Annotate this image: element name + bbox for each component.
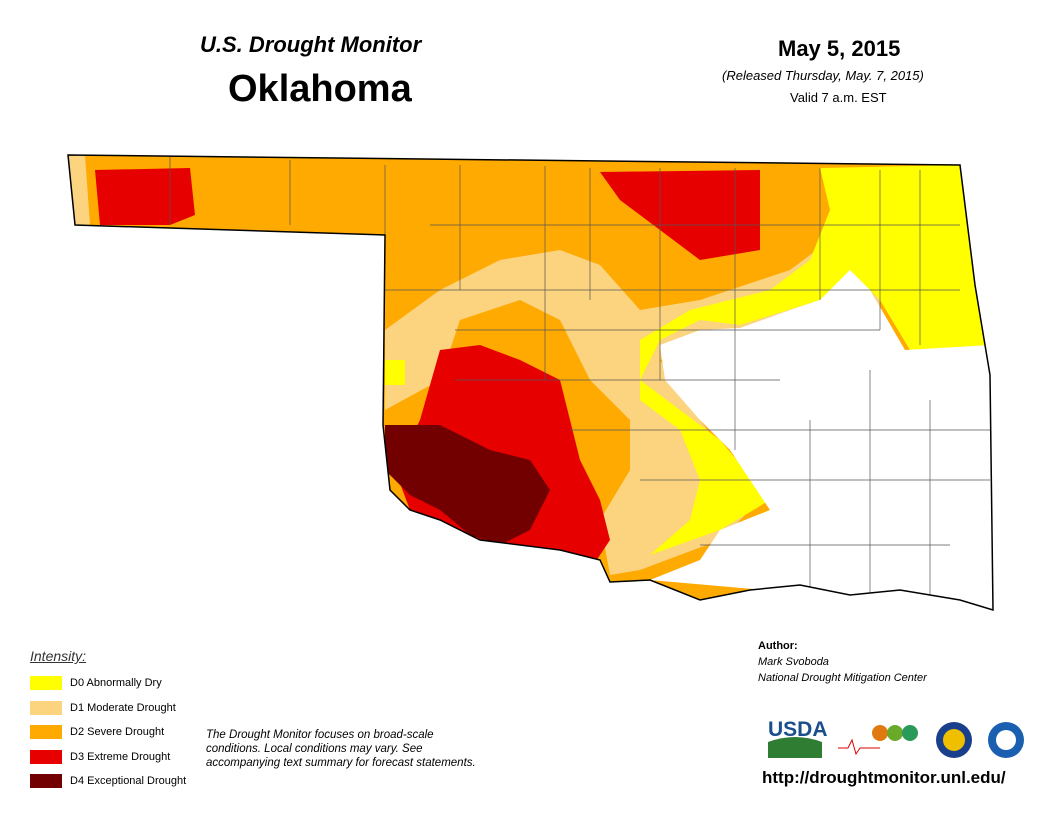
note: The Drought Monitor focuses on broad-sca… — [206, 729, 476, 769]
legend-swatch — [30, 676, 62, 690]
logos — [768, 722, 1024, 758]
valid-time: Valid 7 a.m. EST — [790, 90, 887, 105]
legend-swatch — [30, 749, 62, 764]
author-organization: National Drought Mitigation Center — [758, 672, 927, 684]
legend-label: D3 Extreme Drought — [70, 750, 171, 763]
url[interactable]: http://droughtmonitor.unl.edu/ — [762, 768, 1006, 787]
date: May 5, 2015 — [778, 36, 901, 61]
drought-area — [385, 180, 880, 575]
legend-swatch — [30, 774, 62, 788]
legend-title: Intensity: — [30, 648, 87, 664]
author-heading: Author: — [758, 640, 798, 652]
drought-area — [385, 360, 405, 385]
legend-label: D2 Severe Drought — [70, 726, 165, 738]
usda-logo: USDA — [768, 718, 828, 741]
drought-area — [600, 170, 760, 260]
legend-label: D0 Abnormally Dry — [70, 677, 162, 689]
legend-swatch — [30, 725, 62, 739]
no-drought-area — [650, 270, 993, 610]
title: U.S. Drought Monitor — [200, 32, 422, 57]
legend-label: D1 Moderate Drought — [70, 701, 176, 714]
release-date: (Released Thursday, May. 7, 2015) — [722, 68, 924, 83]
author-name: Mark Svoboda — [758, 656, 829, 668]
state-outline — [67, 154, 994, 612]
drought-area — [640, 165, 990, 555]
drought-area — [385, 425, 550, 545]
drought-area — [95, 168, 195, 225]
state-name: Oklahoma — [228, 68, 412, 110]
legend-label: D4 Exceptional Drought — [70, 775, 187, 787]
legend-swatch — [30, 700, 62, 715]
